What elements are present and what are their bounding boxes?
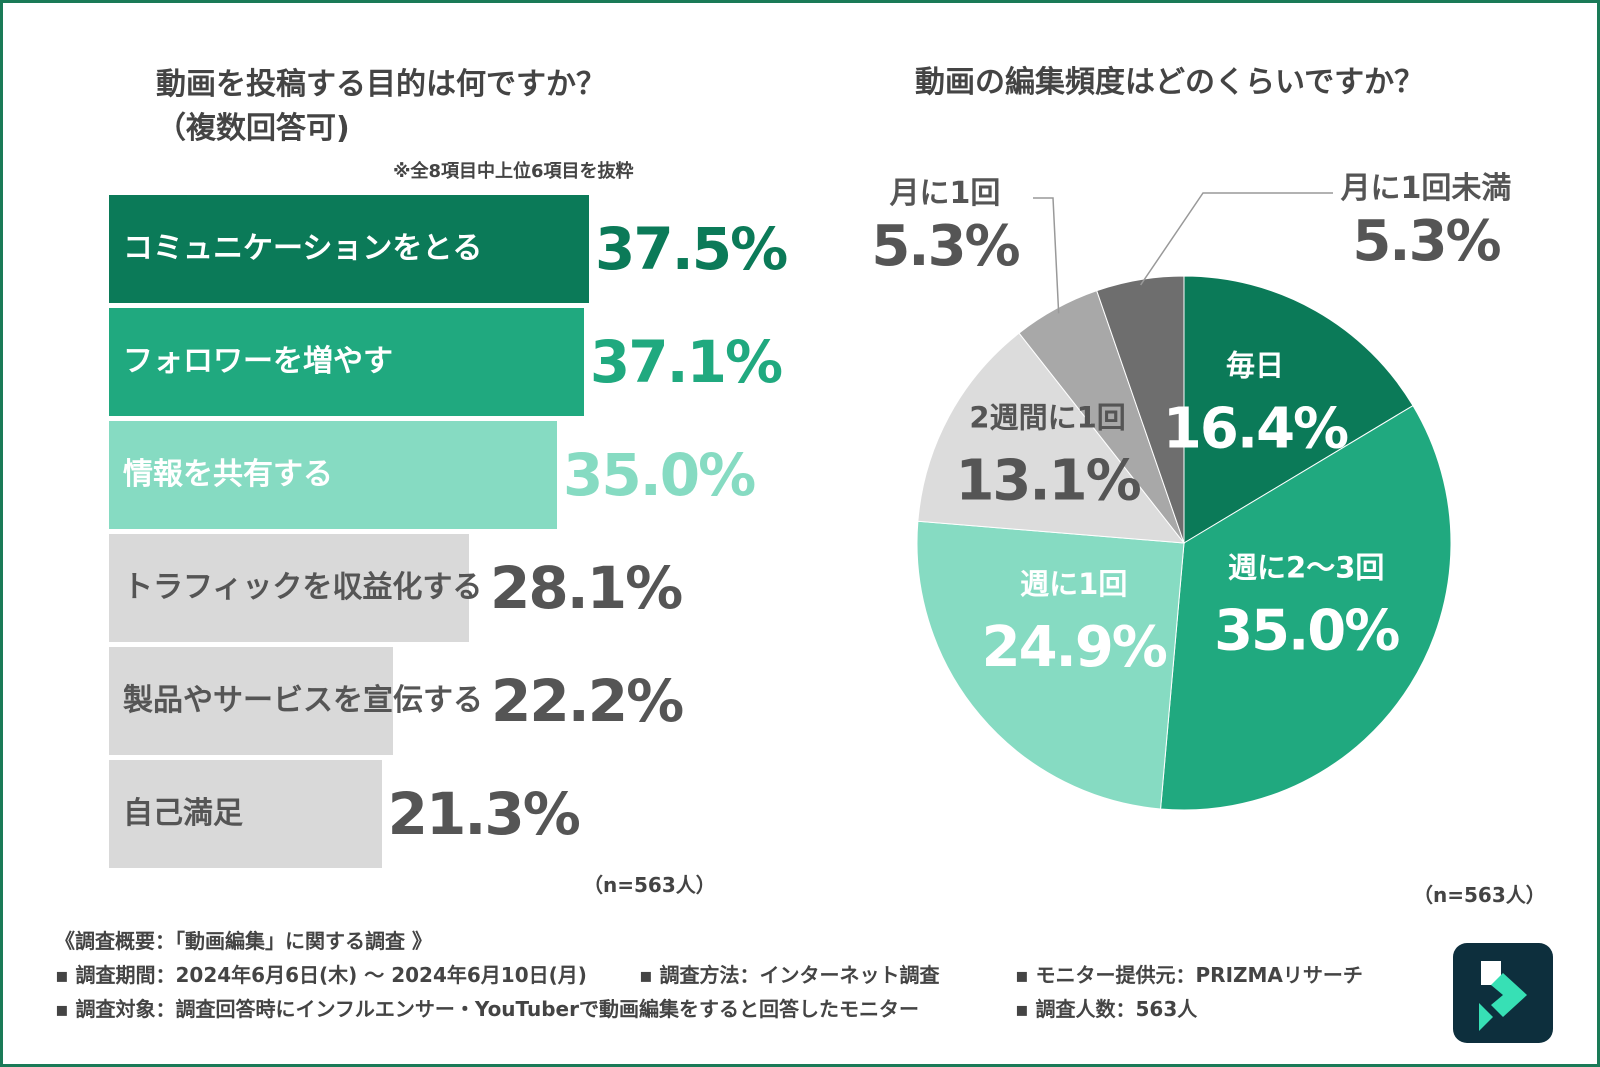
footer-method: ▪ 調査方法：インターネット調査 [639, 963, 940, 987]
bar-label-2: 情報を共有する [123, 457, 333, 492]
pie-slice-3 [917, 332, 1186, 544]
pie-label-0: 毎日 [1226, 349, 1284, 383]
pie-leader-4 [1033, 197, 1060, 314]
bar-3 [109, 534, 469, 642]
bar-5 [109, 760, 382, 868]
bar-4 [109, 647, 394, 755]
bar-label-0: コミュニケーションをとる [123, 231, 483, 266]
bar-2 [109, 421, 557, 529]
pie-value-5: 5.3% [1352, 209, 1500, 274]
bar-label-4: 製品やサービスを宣伝する [123, 683, 483, 718]
bar-value-3: 28.1% [490, 554, 683, 622]
left-chart-title-line1: 動画を投稿する目的は何ですか？ [156, 67, 606, 102]
bar-value-5: 21.3% [387, 780, 581, 848]
bar-value-0: 37.5% [595, 215, 788, 283]
pie-label-5: 月に1回未満 [1341, 171, 1512, 206]
pie-label-2: 週に1回 [1020, 567, 1127, 601]
left-chart-title-line2: （複数回答可) [156, 111, 350, 146]
bar-1 [109, 308, 584, 416]
footer-period: ▪ 調査期間：2024年6月6日(木) 〜 2024年6月10日(月) [55, 963, 587, 987]
right-n-label: （n=563人） [1413, 883, 1546, 907]
pie-label-4: 月に1回 [890, 176, 1001, 211]
left-chart-title: 動画を投稿する目的は何ですか？ （複数回答可) [156, 63, 606, 151]
pie-value-1: 35.0% [1214, 598, 1399, 663]
footer-heading: 《調査概要：「動画編集」に関する調査 》 [55, 929, 432, 953]
footer-target: ▪ 調査対象：調査回答時にインフルエンサー・YouTuberで動画編集をすると回… [55, 997, 919, 1021]
pie-value-4: 5.3% [871, 214, 1019, 279]
pie-label-3: 2週間に1回 [969, 401, 1125, 435]
pie-slice-0 [1183, 275, 1414, 544]
footer-count: ▪ 調査人数：563人 [1015, 997, 1198, 1021]
pie-value-3: 13.1% [955, 449, 1140, 514]
filmora-logo-icon [1453, 943, 1553, 1043]
bar-value-1: 37.1% [589, 328, 783, 396]
pie-label-1: 週に2〜3回 [1228, 550, 1384, 584]
left-chart-note: ※全8項目中上位6項目を抜粋 [393, 161, 634, 182]
pie-slice-2 [916, 520, 1185, 810]
pie-slice-5 [1096, 275, 1185, 544]
pie-leader-5 [1140, 192, 1333, 286]
footer-provider: ▪ モニター提供元：PRIZMAリサーチ [1015, 963, 1363, 987]
logo-mark-icon [1479, 961, 1527, 1031]
pie-value-2: 24.9% [982, 615, 1167, 680]
bar-value-4: 22.2% [491, 667, 684, 735]
pie-slice-1 [1159, 404, 1452, 811]
bar-value-2: 35.0% [563, 441, 756, 509]
bar-label-3: トラフィックを収益化する [123, 570, 483, 605]
right-chart-title: 動画の編集頻度はどのくらいですか？ [915, 65, 1425, 100]
bar-label-5: 自己満足 [123, 796, 243, 831]
bar-0 [109, 195, 589, 303]
bar-label-1: フォロワーを増やす [123, 344, 393, 379]
left-n-label: （n=563人） [583, 873, 716, 897]
pie-chart: 毎日 16.4% 週に2〜3回 35.0% 週に1回 24.9% 2週間に1回 13.1% 月に… [871, 171, 1512, 811]
pie-value-0: 16.4% [1163, 397, 1348, 462]
